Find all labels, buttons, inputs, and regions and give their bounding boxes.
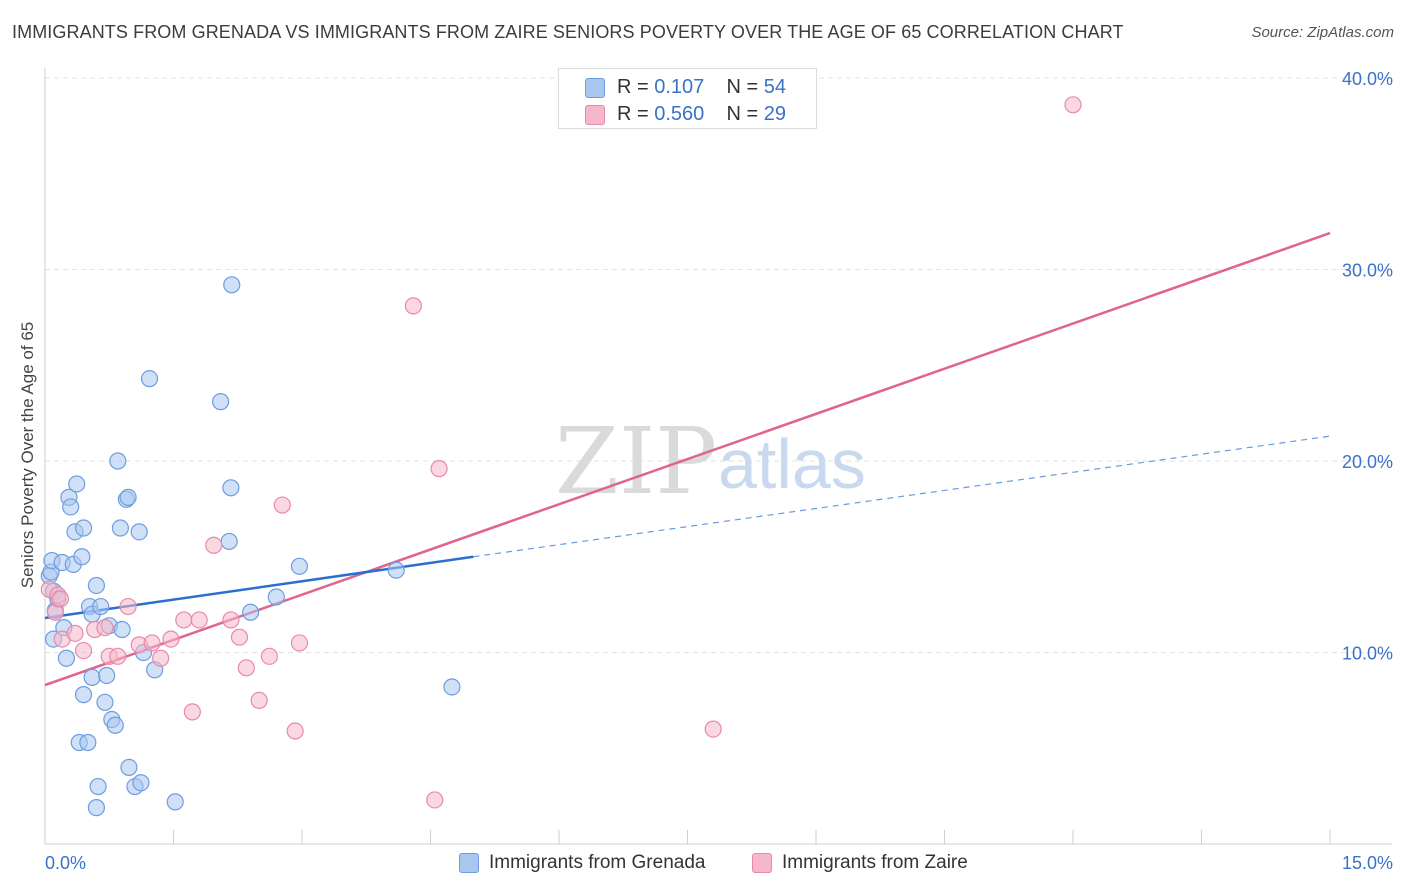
watermark-atlas: atlas <box>718 425 866 503</box>
grenada-point <box>89 777 107 796</box>
grenada-point <box>140 370 159 388</box>
grenada-point <box>68 475 86 493</box>
zaire-point <box>1064 96 1082 114</box>
grenada-point <box>130 523 148 541</box>
legend-swatch-grenada <box>585 78 605 98</box>
zaire-point <box>152 649 170 667</box>
x-tick-label: 0.0% <box>45 853 86 873</box>
grenada-point <box>92 597 110 616</box>
zaire-point <box>109 647 127 665</box>
chart-title: IMMIGRANTS FROM GRENADA VS IMMIGRANTS FR… <box>12 22 1124 42</box>
x-tick-label: 15.0% <box>1342 853 1393 873</box>
zaire-point <box>250 691 268 709</box>
legend-label-grenada: Immigrants from Grenada <box>489 852 706 873</box>
zaire-point <box>175 611 193 629</box>
grenada-point <box>106 716 124 734</box>
grenada-point <box>87 799 106 817</box>
source-label: Source: ZipAtlas.com <box>1251 24 1394 41</box>
zaire-point <box>74 641 93 660</box>
y-tick-label: 30.0% <box>1342 261 1393 281</box>
grenada-point <box>166 793 184 811</box>
zaire-point <box>237 659 255 677</box>
grenada-point <box>212 393 230 411</box>
legend-swatch-zaire <box>585 105 605 125</box>
zaire-point <box>260 647 279 665</box>
r-label: R = <box>617 76 649 98</box>
y-axis-label: Seniors Poverty Over the Age of 65 <box>18 321 37 589</box>
zaire-point <box>143 634 161 652</box>
zaire-point <box>222 611 240 629</box>
zaire-point <box>183 703 201 721</box>
grenada-point <box>242 603 260 621</box>
grenada-point <box>220 532 238 551</box>
correlation-legend: R = 0.107 N = 54 R = 0.560 N = 29 <box>558 68 817 129</box>
series-legend: Immigrants from Grenada Immigrants from … <box>0 850 1406 878</box>
zaire-point <box>273 496 291 514</box>
zaire-point <box>704 720 722 738</box>
legend-swatch-grenada <box>459 853 479 873</box>
grenada-point <box>113 620 131 639</box>
grenada-point <box>132 774 150 792</box>
watermark-zip: ZIP <box>555 408 717 515</box>
tick-labels: 10.0% 20.0% 30.0% 40.0% 0.0% 15.0% <box>45 69 1393 873</box>
grenada-point <box>111 519 129 537</box>
y-tick-label: 20.0% <box>1342 452 1393 472</box>
r-value: 0.107 <box>654 76 705 98</box>
grenada-point <box>222 479 240 497</box>
grenada-point <box>74 686 93 704</box>
zaire-point <box>286 722 304 740</box>
grenada-point <box>109 452 127 470</box>
grenada-point <box>83 668 101 686</box>
grenada-point <box>290 557 309 575</box>
zaire-point <box>230 628 249 646</box>
grenada-point <box>387 561 405 579</box>
zaire-point <box>290 634 309 652</box>
grenada-point <box>119 488 137 506</box>
y-tick-label: 10.0% <box>1342 644 1393 664</box>
zaire-point <box>190 611 208 629</box>
zaire-point <box>51 590 70 608</box>
zaire-point <box>404 297 422 315</box>
grenada-point <box>98 666 116 685</box>
zaire-point <box>426 791 444 809</box>
zaire-point <box>162 630 180 648</box>
n-value: 29 <box>763 103 787 125</box>
zaire-point <box>205 536 223 554</box>
zaire-point <box>66 624 84 642</box>
zaire-point <box>430 460 448 478</box>
grenada-point <box>79 733 97 752</box>
grenada-point <box>443 678 461 696</box>
grenada-point <box>57 649 76 667</box>
grenada-point <box>267 588 285 606</box>
grenada-point <box>62 498 80 516</box>
legend-swatch-zaire <box>752 853 772 873</box>
legend-label-zaire: Immigrants from Zaire <box>782 852 968 873</box>
grid-lines <box>45 77 1392 653</box>
grenada-point <box>96 693 114 711</box>
grenada-point <box>120 758 138 777</box>
axes <box>44 68 1392 845</box>
grenada-point <box>74 519 93 537</box>
y-tick-label: 40.0% <box>1342 69 1393 89</box>
grenada-trend-extension <box>473 435 1331 558</box>
n-label: N = <box>726 103 759 125</box>
data-points <box>40 96 1082 817</box>
grenada-point <box>73 548 91 566</box>
grenada-point <box>87 576 106 595</box>
n-label: N = <box>726 76 759 98</box>
n-value: 54 <box>763 76 787 98</box>
zaire-point <box>119 597 137 616</box>
r-value: 0.560 <box>654 103 705 125</box>
r-label: R = <box>617 103 649 125</box>
zaire-point <box>96 619 114 637</box>
grenada-point <box>223 276 241 294</box>
zaire-trend-line <box>44 231 1331 687</box>
